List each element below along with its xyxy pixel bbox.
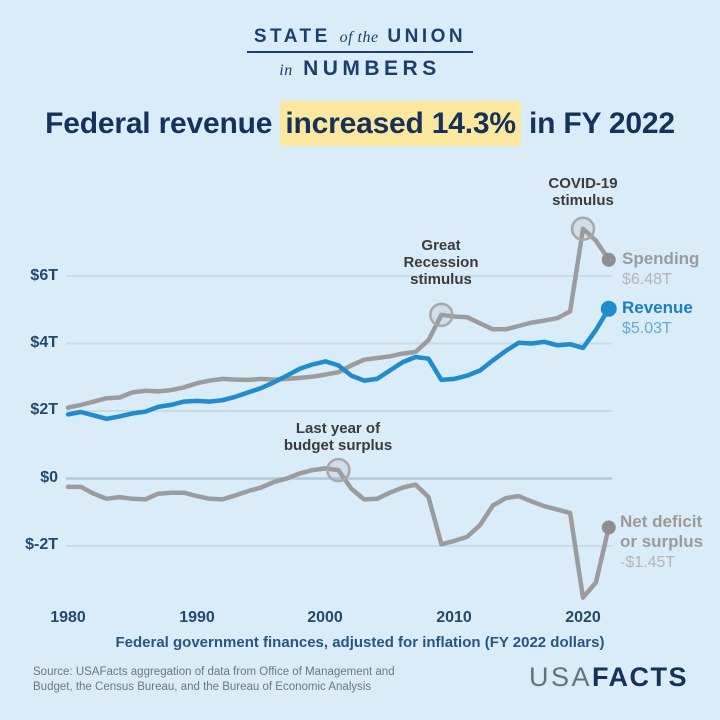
x-tick-1980: 1980 xyxy=(50,609,86,626)
net-deficit-label-line1: Net deficit xyxy=(620,512,703,531)
annotation-line: budget surplus xyxy=(283,437,393,454)
series-label-revenue: Revenue $5.03T xyxy=(622,298,693,339)
logo-divider-rule xyxy=(247,51,473,53)
revenue-value: $5.03T xyxy=(622,320,672,337)
logo-word-union: UNION xyxy=(387,26,467,47)
annotation-last-budget-surplus: Last year of budget surplus xyxy=(253,420,423,454)
usafacts-logo-usa: USA xyxy=(528,662,592,692)
annotation-line: Great xyxy=(421,237,461,254)
page-title: Federal revenue increased 14.3% in FY 20… xyxy=(0,101,720,146)
net-deficit-end-dot xyxy=(601,520,616,535)
series-label-net-deficit: Net deficit or surplus -$1.45T xyxy=(620,512,703,573)
source-line2: Budget, the Census Bureau, and the Burea… xyxy=(33,680,372,693)
source-line1: Source: USAFacts aggregation of data fro… xyxy=(33,666,395,678)
title-part2: in FY 2022 xyxy=(520,107,675,140)
y-tick-2t: $2T xyxy=(30,401,58,418)
y-tick-0: $0 xyxy=(40,469,58,486)
chart-caption: Federal government finances, adjusted fo… xyxy=(115,634,605,651)
spending-value: $6.48T xyxy=(622,271,672,288)
source-attribution: Source: USAFacts aggregation of data fro… xyxy=(33,665,433,694)
x-tick-2020: 2020 xyxy=(565,609,601,626)
title-highlight: increased 14.3% xyxy=(280,101,521,146)
annotation-line: stimulus xyxy=(552,192,614,209)
spending-line xyxy=(65,226,612,410)
series-label-spending: Spending $6.48T xyxy=(622,249,699,290)
spending-label: Spending xyxy=(622,249,700,268)
x-tick-2010: 2010 xyxy=(436,609,472,626)
usafacts-logo: USAFACTS xyxy=(529,662,688,693)
logo-state-of-the-union-line1: STATE of the UNION xyxy=(0,26,720,48)
revenue-label: Revenue xyxy=(622,298,693,317)
logo-word-state: STATE xyxy=(253,26,331,47)
great-recession-stimulus-marker xyxy=(429,302,454,328)
logo-word-numbers: NUMBERS xyxy=(303,57,441,80)
annotation-great-recession-stimulus: Great Recession stimulus xyxy=(361,237,521,288)
covid-stimulus-marker xyxy=(570,216,596,241)
revenue-end-dot xyxy=(600,300,617,317)
annotation-line: Last year of xyxy=(295,420,381,437)
y-tick-6t: $6T xyxy=(30,267,58,284)
revenue-line xyxy=(65,306,612,422)
logo-word-in: in xyxy=(279,62,293,79)
annotation-line: Recession xyxy=(403,254,479,271)
usafacts-logo-facts: FACTS xyxy=(591,662,688,692)
logo-word-of-the: of the xyxy=(339,29,379,46)
y-tick-neg2t: $-2T xyxy=(25,536,58,553)
spending-end-dot xyxy=(601,252,616,267)
annotation-line: COVID-19 xyxy=(548,175,618,192)
net-deficit-value: -$1.45T xyxy=(620,554,676,571)
x-tick-1990: 1990 xyxy=(179,609,215,626)
annotation-line: stimulus xyxy=(410,271,472,288)
net-deficit-line xyxy=(65,466,612,600)
x-tick-2000: 2000 xyxy=(307,609,343,626)
last-budget-surplus-marker xyxy=(326,457,351,483)
logo-state-of-the-union-line2: in NUMBERS xyxy=(0,57,720,81)
y-tick-4t: $4T xyxy=(30,334,58,351)
annotation-covid-stimulus: COVID-19 stimulus xyxy=(503,175,663,209)
net-deficit-label-line2: or surplus xyxy=(620,532,704,551)
title-part1: Federal revenue xyxy=(45,107,281,140)
